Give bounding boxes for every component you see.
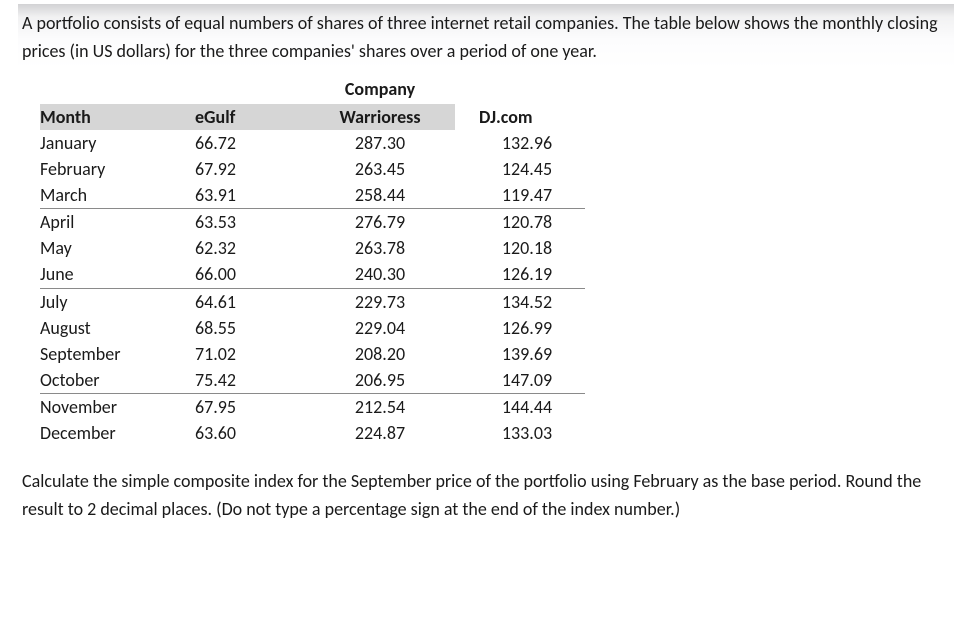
cell-warrioress: 276.79 <box>305 209 455 236</box>
cell-month: July <box>40 288 195 315</box>
cell-egulf: 66.72 <box>195 130 305 156</box>
cell-djcom: 139.69 <box>455 341 585 367</box>
cell-djcom: 132.96 <box>455 130 585 156</box>
intro-paragraph: A portfolio consists of equal numbers of… <box>22 10 950 66</box>
cell-egulf: 67.95 <box>195 393 305 420</box>
problem-intro: A portfolio consists of equal numbers of… <box>18 4 954 68</box>
cell-egulf: 64.61 <box>195 288 305 315</box>
cell-warrioress: 212.54 <box>305 393 455 420</box>
column-header-egulf: eGulf <box>195 104 305 130</box>
cell-djcom: 126.99 <box>455 315 585 341</box>
cell-egulf: 75.42 <box>195 367 305 394</box>
cell-month: September <box>40 341 195 367</box>
cell-egulf: 62.32 <box>195 235 305 261</box>
table-row: June66.00240.30126.19 <box>40 261 585 288</box>
table-row: July64.61229.73134.52 <box>40 288 585 315</box>
cell-month: January <box>40 130 195 156</box>
blank-header <box>455 76 585 104</box>
table-row: February67.92263.45124.45 <box>40 156 585 182</box>
cell-month: December <box>40 420 195 446</box>
cell-warrioress: 287.30 <box>305 130 455 156</box>
column-header-djcom: DJ.com <box>455 104 585 130</box>
cell-warrioress: 208.20 <box>305 341 455 367</box>
cell-egulf: 68.55 <box>195 315 305 341</box>
cell-month: April <box>40 209 195 236</box>
cell-month: November <box>40 393 195 420</box>
cell-djcom: 120.78 <box>455 209 585 236</box>
cell-warrioress: 229.04 <box>305 315 455 341</box>
cell-egulf: 63.53 <box>195 209 305 236</box>
cell-djcom: 120.18 <box>455 235 585 261</box>
cell-month: May <box>40 235 195 261</box>
table-row: April63.53276.79120.78 <box>40 209 585 236</box>
question-paragraph: Calculate the simple composite index for… <box>22 468 950 524</box>
cell-warrioress: 206.95 <box>305 367 455 394</box>
cell-djcom: 147.09 <box>455 367 585 394</box>
table-row: September71.02208.20139.69 <box>40 341 585 367</box>
cell-warrioress: 258.44 <box>305 182 455 209</box>
cell-warrioress: 229.73 <box>305 288 455 315</box>
table-row: January66.72287.30132.96 <box>40 130 585 156</box>
cell-djcom: 124.45 <box>455 156 585 182</box>
cell-djcom: 133.03 <box>455 420 585 446</box>
cell-egulf: 66.00 <box>195 261 305 288</box>
table-row: December63.60224.87133.03 <box>40 420 585 446</box>
cell-djcom: 144.44 <box>455 393 585 420</box>
cell-warrioress: 240.30 <box>305 261 455 288</box>
price-table: Company Month eGulf Warrioress DJ.com Ja… <box>40 76 585 446</box>
cell-month: February <box>40 156 195 182</box>
table-row: March63.91258.44119.47 <box>40 182 585 209</box>
company-super-header: Company <box>305 76 455 104</box>
cell-djcom: 134.52 <box>455 288 585 315</box>
column-header-month: Month <box>40 104 195 130</box>
table-row: November67.95212.54144.44 <box>40 393 585 420</box>
cell-warrioress: 224.87 <box>305 420 455 446</box>
cell-egulf: 63.60 <box>195 420 305 446</box>
column-header-warrioress: Warrioress <box>305 104 455 130</box>
cell-egulf: 67.92 <box>195 156 305 182</box>
cell-month: March <box>40 182 195 209</box>
table-row: October75.42206.95147.09 <box>40 367 585 394</box>
table-row: August68.55229.04126.99 <box>40 315 585 341</box>
cell-month: June <box>40 261 195 288</box>
cell-djcom: 119.47 <box>455 182 585 209</box>
blank-header <box>195 76 305 104</box>
price-table-container: Company Month eGulf Warrioress DJ.com Ja… <box>40 76 950 446</box>
blank-header <box>40 76 195 104</box>
cell-egulf: 71.02 <box>195 341 305 367</box>
cell-month: August <box>40 315 195 341</box>
cell-warrioress: 263.78 <box>305 235 455 261</box>
cell-egulf: 63.91 <box>195 182 305 209</box>
cell-djcom: 126.19 <box>455 261 585 288</box>
cell-warrioress: 263.45 <box>305 156 455 182</box>
cell-month: October <box>40 367 195 394</box>
table-row: May62.32263.78120.18 <box>40 235 585 261</box>
